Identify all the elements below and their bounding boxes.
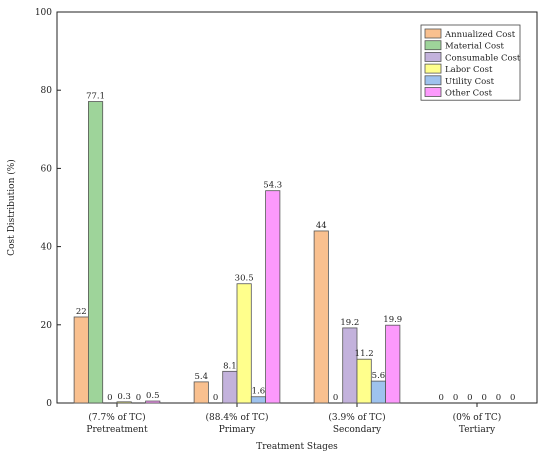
bar-value-label: 54.3 bbox=[263, 181, 282, 191]
bar-labor-cost bbox=[236, 283, 252, 404]
bar-value-label: 0 bbox=[453, 393, 458, 403]
bars bbox=[73, 101, 401, 404]
bar-other-cost bbox=[265, 190, 281, 404]
legend-label: Labor Cost bbox=[445, 65, 493, 75]
y-tick-label: 100 bbox=[35, 8, 52, 18]
bar-annualized-cost bbox=[193, 381, 209, 404]
legend-swatch bbox=[424, 28, 442, 39]
x-axis-label: Treatment Stages bbox=[256, 442, 338, 452]
bar-value-label: 0 bbox=[481, 393, 486, 403]
bar-value-label: 5.6 bbox=[372, 371, 386, 381]
x-axis: (7.7% of TC) Pretreatment (88.4% of TC) Pri… bbox=[86, 403, 501, 435]
legend-swatch bbox=[424, 52, 442, 62]
x-tick-label-stage: Primary bbox=[219, 425, 256, 435]
legend-label: Annualized Cost bbox=[444, 30, 516, 40]
legend-swatch bbox=[424, 40, 442, 51]
bar-other-cost bbox=[385, 324, 401, 404]
legend-swatch bbox=[424, 63, 442, 74]
bar-value-label: 8.1 bbox=[223, 361, 237, 371]
x-tick-label-stage: Tertiary bbox=[459, 425, 496, 435]
bar-value-label: 5.4 bbox=[194, 372, 208, 382]
x-tick-label-stage: Pretreatment bbox=[86, 425, 148, 435]
bar-annualized-cost bbox=[73, 316, 89, 404]
x-tick-label-stage: Secondary bbox=[333, 425, 382, 435]
bar-value-label: 19.9 bbox=[383, 315, 402, 325]
legend-swatch bbox=[424, 75, 442, 86]
bar-value-label: 44 bbox=[316, 221, 327, 231]
bar-value-label: 11.2 bbox=[355, 349, 374, 359]
bar-value-label: 0 bbox=[107, 393, 112, 403]
x-tick-label-share: (88.4% of TC) bbox=[206, 412, 269, 423]
bar-value-label: 0 bbox=[213, 393, 218, 403]
bar-value-label: 0 bbox=[510, 393, 515, 403]
bar-value-label: 0 bbox=[136, 393, 141, 403]
bar-value-label: 77.1 bbox=[86, 92, 105, 102]
y-tick-label: 80 bbox=[41, 86, 53, 96]
bar-value-label: 19.2 bbox=[340, 318, 359, 328]
legend-label: Utility Cost bbox=[445, 77, 495, 87]
bar-labor-cost bbox=[356, 358, 372, 404]
bar-value-label: 0 bbox=[496, 393, 501, 403]
legend-swatch bbox=[424, 87, 442, 97]
bar-value-label: 0 bbox=[333, 393, 338, 403]
plot-frame bbox=[56, 11, 538, 404]
bar-value-label: 22 bbox=[76, 307, 87, 317]
bar-utility-cost bbox=[250, 396, 267, 404]
y-axis-label: Cost Distribution (%) bbox=[6, 159, 17, 256]
bar-value-label: 0 bbox=[439, 393, 444, 403]
bar-value-label: 0.5 bbox=[146, 391, 160, 401]
bar-value-label: 0 bbox=[467, 393, 472, 403]
y-tick-label: 60 bbox=[41, 164, 53, 174]
bar-annualized-cost bbox=[313, 230, 329, 404]
legend-label: Other Cost bbox=[445, 89, 493, 99]
x-tick-label-share: (0% of TC) bbox=[453, 412, 502, 423]
bar-labor-cost bbox=[116, 401, 132, 404]
bar-consumable-cost bbox=[342, 327, 358, 404]
bar-value-label: 1.6 bbox=[252, 387, 266, 397]
x-tick-label-share: (7.7% of TC) bbox=[88, 412, 145, 423]
y-tick-label: 40 bbox=[41, 243, 53, 253]
bar-value-label: 30.5 bbox=[235, 274, 254, 284]
y-tick-label: 20 bbox=[41, 321, 53, 331]
y-tick-label: 0 bbox=[46, 399, 52, 409]
bar-other-cost bbox=[145, 400, 161, 404]
legend-label: Consumable Cost bbox=[445, 53, 521, 63]
bar-utility-cost bbox=[370, 380, 386, 404]
legend-label: Material Cost bbox=[445, 42, 504, 52]
bar-consumable-cost bbox=[222, 370, 238, 404]
x-tick-label-share: (3.9% of TC) bbox=[328, 412, 385, 423]
y-axis: 0 20 40 60 80 100 bbox=[35, 8, 61, 409]
bar-material-cost bbox=[88, 101, 104, 404]
bar-value-label: 0.3 bbox=[117, 392, 131, 402]
